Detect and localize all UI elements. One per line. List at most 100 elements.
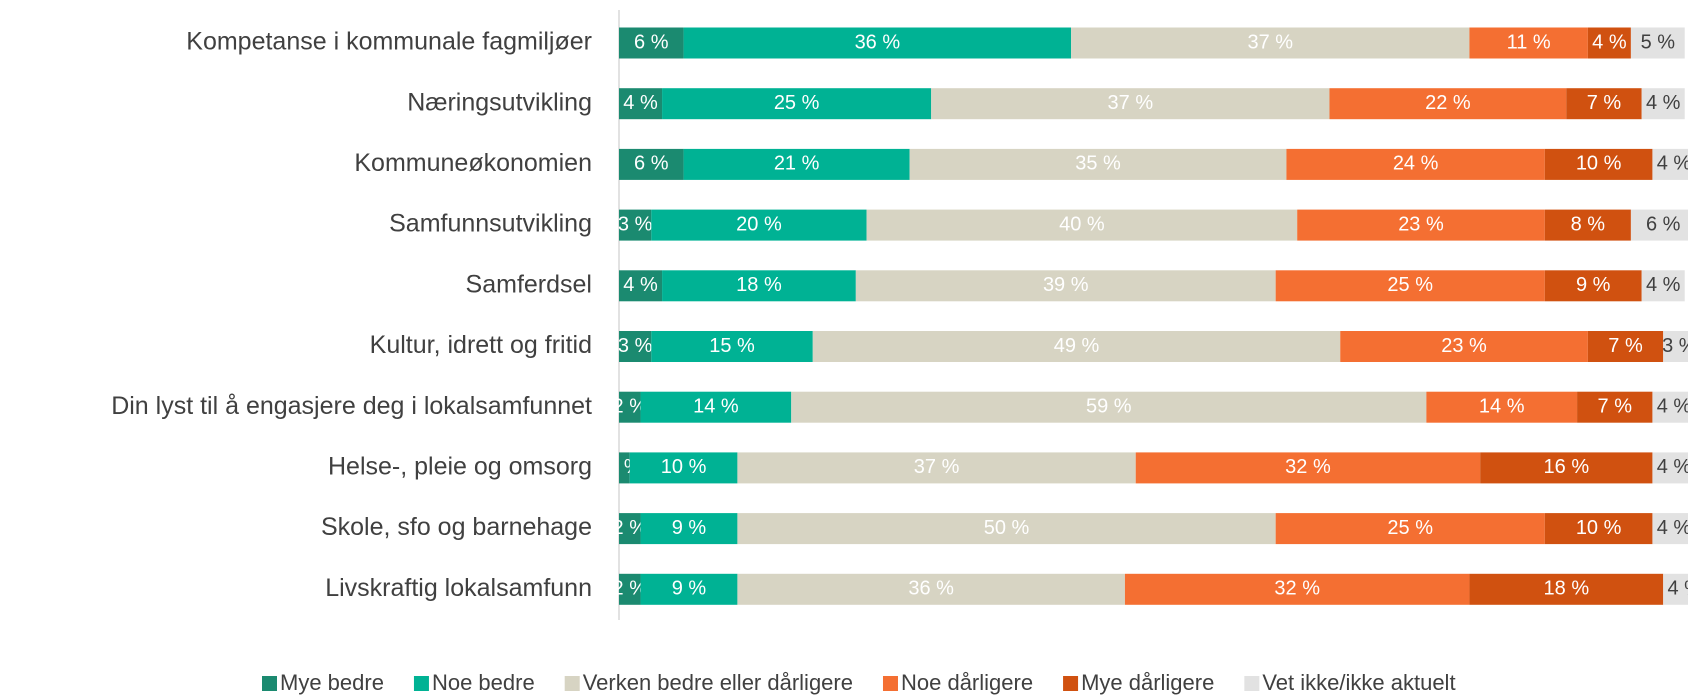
- bar-segment: [1587, 27, 1631, 59]
- bar-segment: [619, 391, 641, 423]
- value-label: 37 %: [1108, 92, 1154, 114]
- bar-segment: [1544, 270, 1642, 302]
- value-label: 20 %: [736, 213, 782, 235]
- category-label: Livskraftig lokalsamfunn: [325, 574, 592, 602]
- value-label: 25 %: [1387, 274, 1433, 296]
- legend-swatch: [1244, 676, 1260, 691]
- value-label: 22 %: [1425, 92, 1471, 114]
- value-label: 14 %: [693, 395, 739, 417]
- value-label: 7 %: [1608, 335, 1643, 357]
- value-label: 23 %: [1398, 213, 1444, 235]
- bar-segment: [1566, 88, 1642, 120]
- bar-segment: [1544, 513, 1653, 545]
- value-label: 35 %: [1075, 153, 1121, 175]
- bar-segment: [662, 88, 932, 120]
- value-label: 14 %: [1479, 395, 1525, 417]
- value-label: 2 %: [613, 517, 648, 539]
- bar-segment: [866, 209, 1298, 241]
- legend-swatch: [413, 676, 429, 691]
- bar-segment: [662, 270, 856, 302]
- value-label: 36 %: [855, 31, 901, 53]
- value-label: 3 %: [1662, 335, 1688, 357]
- bar-segment: [1124, 573, 1470, 605]
- bar-segment: [619, 148, 684, 180]
- bar-segment: [1135, 452, 1481, 484]
- bar-segment: [1275, 513, 1545, 545]
- legend-swatch: [262, 676, 277, 691]
- value-label: 8 %: [1571, 213, 1606, 235]
- bar-segment: [1652, 148, 1688, 180]
- bar-segment: [619, 513, 641, 545]
- bar-segment: [1329, 88, 1567, 120]
- value-label: 36 %: [908, 578, 954, 600]
- bar-segment: [619, 209, 652, 241]
- bar-segment: [1652, 452, 1688, 484]
- value-label: 24 %: [1393, 153, 1439, 175]
- bar-segment: [1630, 209, 1688, 241]
- bar-segment: [1480, 452, 1653, 484]
- category-label: Skole, sfo og barnehage: [321, 513, 592, 541]
- legend-swatch: [1063, 676, 1079, 691]
- bar-segment: [1297, 209, 1545, 241]
- bar-segment: [619, 27, 684, 59]
- bar-segment: [812, 331, 1341, 362]
- legend-label: Noe dårligere: [901, 670, 1033, 695]
- value-label: 10 %: [661, 456, 707, 478]
- value-label: 49 %: [1054, 335, 1100, 357]
- value-label: 4 %: [623, 92, 658, 114]
- value-label: 4 %: [1657, 456, 1688, 478]
- legend-swatch: [882, 676, 898, 691]
- bar-segment: [737, 513, 1276, 545]
- bar-segment: [629, 452, 738, 484]
- value-label: 9 %: [672, 517, 707, 539]
- category-label: Kompetanse i kommunale fagmiljøer: [186, 28, 592, 56]
- value-label: 4 %: [1668, 578, 1688, 600]
- bar-segment: [683, 148, 910, 180]
- category-label: Samferdsel: [466, 270, 592, 298]
- value-label: 59 %: [1086, 395, 1132, 417]
- bar-segment: [1426, 391, 1578, 423]
- value-label: 37 %: [1247, 31, 1293, 53]
- value-label: 9 %: [672, 578, 707, 600]
- value-label: 50 %: [984, 517, 1030, 539]
- bar-segment: [1286, 148, 1545, 180]
- bar-segment: [855, 270, 1276, 302]
- value-label: 15 %: [709, 335, 755, 357]
- value-label: 2 %: [613, 578, 648, 600]
- value-label: 16 %: [1544, 456, 1590, 478]
- value-label: 4 %: [623, 274, 658, 296]
- value-label: 25 %: [774, 92, 820, 114]
- bar-segment: [619, 88, 663, 120]
- value-label: 25 %: [1387, 517, 1433, 539]
- bar-segment: [640, 391, 792, 423]
- bar-segment: [651, 331, 813, 362]
- bar-segment: [1587, 331, 1664, 362]
- category-label: Samfunnsutvikling: [389, 210, 592, 238]
- bar-segment: [619, 573, 641, 605]
- bar-segment: [1641, 88, 1685, 120]
- bar-segment: [791, 391, 1427, 423]
- value-label: 32 %: [1285, 456, 1331, 478]
- bar-segment: [1469, 573, 1664, 605]
- bar-segment: [1577, 391, 1653, 423]
- bar-segment: [1071, 27, 1470, 59]
- bar-segment: [1663, 573, 1688, 605]
- category-label: Din lyst til å engasjere deg i lokalsamf…: [111, 392, 592, 420]
- legend-label: Verken bedre eller dårligere: [583, 670, 853, 695]
- value-label: 6 %: [1646, 213, 1681, 235]
- value-label: 10 %: [1576, 153, 1622, 175]
- bar-segment: [619, 270, 663, 302]
- value-label: 40 %: [1059, 213, 1105, 235]
- value-label: 6 %: [634, 153, 669, 175]
- value-label: 5 %: [1641, 31, 1676, 53]
- category-label: Kultur, idrett og fritid: [370, 331, 592, 359]
- value-label: 2 %: [613, 395, 648, 417]
- bar-segment: [1469, 27, 1588, 59]
- legend-label: Mye dårligere: [1081, 670, 1214, 695]
- value-label: 7 %: [1587, 92, 1622, 114]
- legend-label: Noe bedre: [432, 670, 535, 695]
- bar-segment: [1663, 331, 1688, 362]
- bar-segment: [737, 573, 1125, 605]
- value-label: 7 %: [1598, 395, 1633, 417]
